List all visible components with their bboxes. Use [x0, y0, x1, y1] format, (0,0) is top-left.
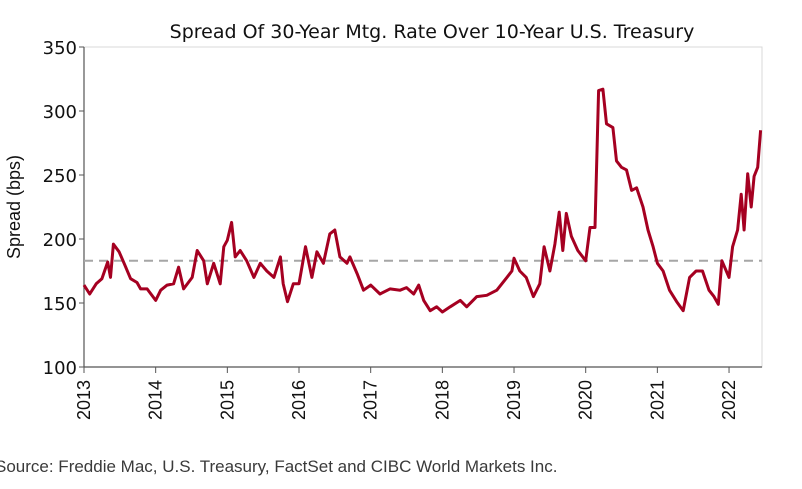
- x-tick-label: 2014: [146, 380, 166, 420]
- y-tick-label: 300: [43, 102, 77, 123]
- x-tick-label: 2018: [432, 380, 452, 420]
- x-tick-label: 2020: [576, 380, 596, 420]
- x-tick-label: 2013: [74, 380, 94, 420]
- y-tick-label: 150: [43, 294, 77, 315]
- y-tick-label: 200: [43, 230, 77, 251]
- plot-area-frame: [83, 46, 763, 368]
- x-tick-label: 2016: [289, 380, 309, 420]
- source-note: Source: Freddie Mac, U.S. Treasury, Fact…: [0, 457, 557, 476]
- x-tick-label: 2017: [361, 380, 381, 420]
- y-tick-label: 350: [43, 38, 77, 59]
- chart-title: Spread Of 30-Year Mtg. Rate Over 10-Year…: [170, 21, 695, 43]
- y-tick-label: 100: [43, 358, 77, 379]
- spread-series-line: [82, 87, 763, 314]
- y-tick-label: 250: [43, 166, 77, 187]
- x-tick-label: 2021: [647, 380, 667, 420]
- y-axis-label: Spread (bps): [4, 155, 24, 259]
- x-tick-label: 2022: [719, 380, 739, 420]
- x-tick-label: 2019: [504, 380, 524, 420]
- x-tick-label: 2015: [217, 380, 237, 420]
